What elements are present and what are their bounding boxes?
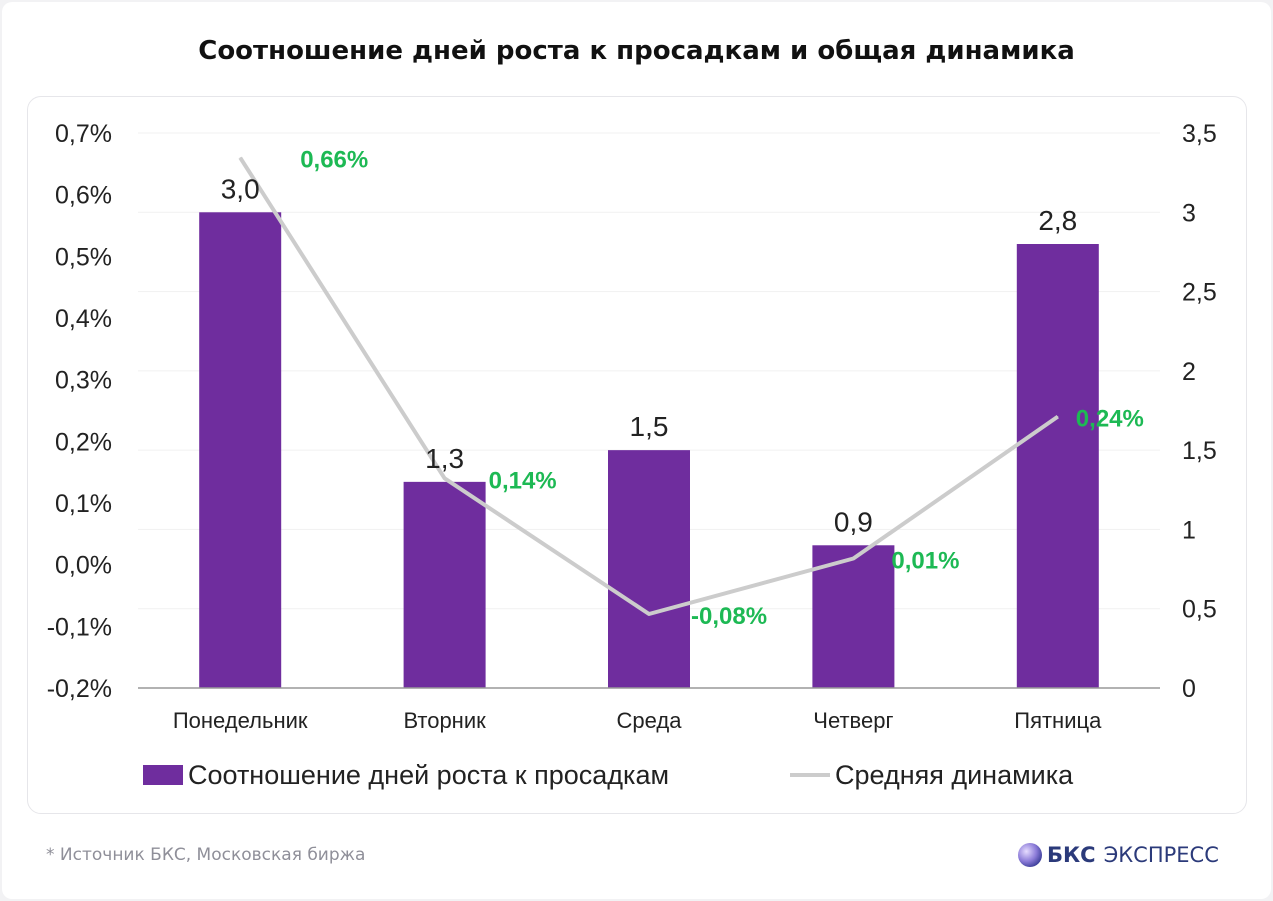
line-point — [852, 558, 854, 559]
line-value-label: 0,24% — [1076, 406, 1144, 433]
source-footnote: * Источник БКС, Московская биржа — [46, 845, 366, 865]
bar-value-label: 3,0 — [221, 173, 260, 204]
brand-name-bold: БКС — [1047, 843, 1096, 867]
axis-layer: 3,5 3 2,5 2 1,5 1 0,5 0 0,7% 0,6% 0,5% 0,4% 0,3% 0,2%… — [47, 120, 1217, 733]
chart-title: Соотношение дней роста к просадкам и общ… — [198, 36, 1075, 66]
bar — [1016, 244, 1099, 688]
line-point — [1057, 416, 1059, 418]
bar-value-label: 2,8 — [1038, 205, 1077, 236]
x-category-label: Среда — [617, 708, 683, 733]
bar — [608, 450, 690, 688]
label-layer: 3,0 1,3 1,5 0,9 2,8 0,66% 0,14% -0,08% 0,01% 0,24… — [221, 147, 1144, 630]
y-left-tick-label: 0,3% — [55, 367, 112, 395]
y-right-tick-label: 1 — [1182, 516, 1196, 544]
y-left-tick-label: 0,4% — [55, 305, 112, 333]
line-value-label: 0,01% — [891, 548, 959, 575]
y-right-tick-label: 0 — [1182, 675, 1196, 703]
y-left-tick-label: -0,2% — [47, 675, 112, 703]
y-left-tick-label: 0,2% — [55, 428, 112, 456]
bcs-logo-icon — [1018, 843, 1042, 867]
x-category-label: Четверг — [813, 708, 893, 733]
legend-bar-swatch — [143, 765, 183, 785]
bar-value-label: 0,9 — [834, 506, 873, 537]
line-value-label: 0,14% — [489, 467, 557, 494]
y-right-tick-label: 3,5 — [1182, 120, 1217, 148]
bar — [403, 481, 486, 688]
legend-line-label: Средняя динамика — [835, 760, 1074, 790]
y-left-tick-label: 0,5% — [55, 243, 112, 271]
bar-value-label: 1,3 — [425, 443, 464, 474]
x-category-label: Понедельник — [173, 708, 308, 733]
y-right-tick-label: 2 — [1182, 358, 1196, 386]
y-left-tick-label: 0,0% — [55, 552, 112, 580]
y-right-tick-label: 1,5 — [1182, 437, 1217, 465]
line-point — [239, 157, 241, 159]
line-layer — [238, 156, 1059, 616]
line-point — [648, 613, 650, 615]
y-left-tick-label: 0,1% — [55, 490, 112, 518]
brand-name-light: ЭКСПРЕСС — [1103, 843, 1219, 867]
line-value-label: 0,66% — [300, 147, 368, 174]
bar-layer — [199, 212, 1099, 689]
brand-logo[interactable]: БКС ЭКСПРЕСС — [1017, 841, 1219, 869]
y-right-tick-label: 3 — [1182, 199, 1196, 227]
bar-value-label: 1,5 — [630, 411, 669, 442]
line-value-label: -0,08% — [691, 603, 767, 630]
legend-bar-label: Соотношение дней роста к просадкам — [188, 760, 669, 790]
y-left-tick-label: -0,1% — [47, 613, 112, 641]
bar — [812, 545, 895, 688]
legend-layer: Соотношение дней роста к просадкам Средня… — [143, 760, 1074, 790]
y-right-tick-label: 2,5 — [1182, 279, 1217, 307]
line-point — [444, 477, 446, 479]
x-category-label: Вторник — [403, 708, 486, 733]
y-left-tick-label: 0,7% — [55, 120, 112, 148]
y-left-tick-label: 0,6% — [55, 182, 112, 210]
x-category-label: Пятница — [1014, 708, 1102, 733]
y-right-tick-label: 0,5 — [1182, 596, 1217, 624]
bar — [199, 212, 282, 689]
